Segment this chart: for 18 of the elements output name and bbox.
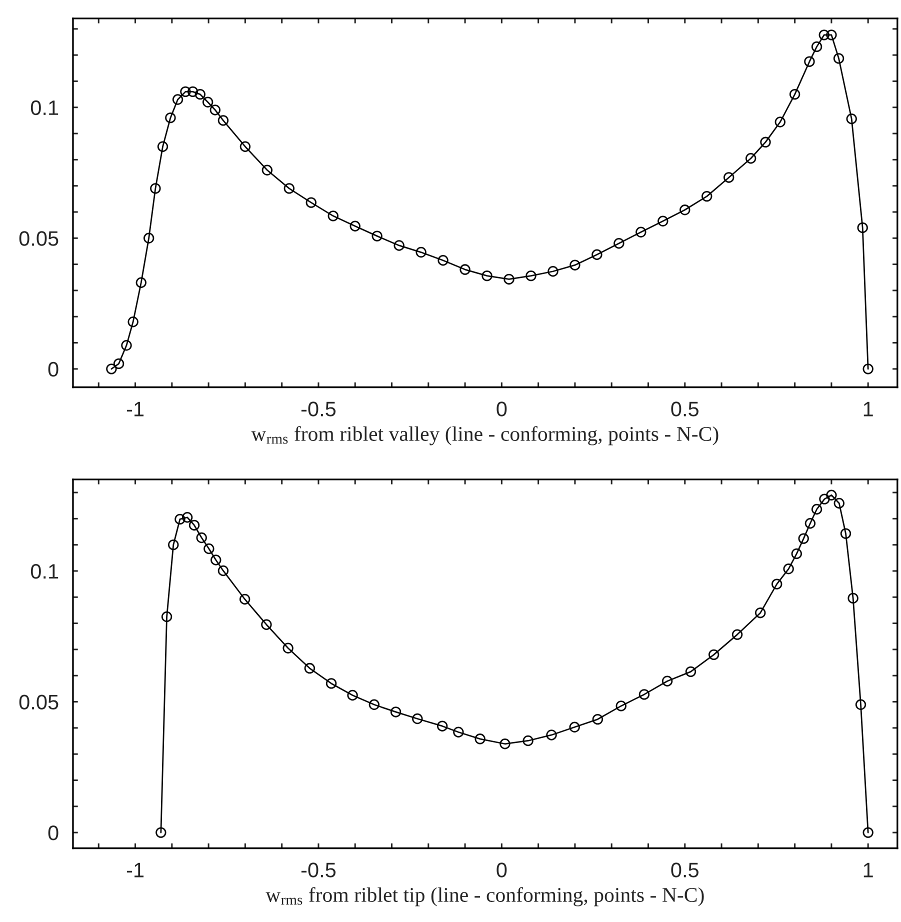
y-tick-label: 0.05 — [19, 231, 58, 246]
y-tick-label: 0.1 — [30, 100, 58, 116]
y-tick-label: 0 — [48, 826, 58, 840]
y-tick-label: 0.05 — [19, 694, 58, 710]
x-tick-label: 0 — [496, 862, 507, 878]
y-tick-label: 0.1 — [30, 564, 58, 579]
x-tick-label: 1 — [864, 402, 873, 416]
y-tick-label: 0 — [48, 362, 58, 377]
x-tick-label: 0.5 — [671, 862, 698, 878]
x-axis-title: w$_{rms}$ from riblet tip (line - conforming, points - N-C) — [266, 887, 704, 906]
x-axis-title: w$_{rms}$ from riblet valley (line - conforming, points - N-C) — [251, 426, 718, 446]
x-tick-label: -0.5 — [301, 402, 336, 416]
x-tick-label: -1 — [126, 862, 144, 878]
x-tick-label: 0 — [496, 402, 507, 416]
x-tick-label: 0.5 — [671, 402, 698, 416]
x-tick-label: -0.5 — [301, 862, 336, 878]
x-tick-label: 1 — [864, 862, 873, 878]
x-tick-label: -1 — [126, 402, 144, 416]
